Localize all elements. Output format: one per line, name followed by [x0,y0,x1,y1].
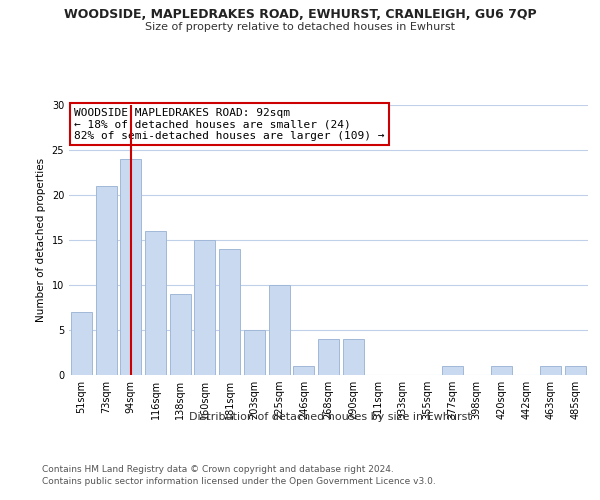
Text: Contains HM Land Registry data © Crown copyright and database right 2024.: Contains HM Land Registry data © Crown c… [42,465,394,474]
Bar [293,366,314,375]
Bar [170,294,191,375]
Text: WOODSIDE MAPLEDRAKES ROAD: 92sqm
← 18% of detached houses are smaller (24)
82% o: WOODSIDE MAPLEDRAKES ROAD: 92sqm ← 18% o… [74,108,385,141]
Bar [71,312,92,375]
Bar [442,366,463,375]
Bar [343,339,364,375]
Bar [120,159,141,375]
Bar [244,330,265,375]
Text: Distribution of detached houses by size in Ewhurst: Distribution of detached houses by size … [188,412,472,422]
Text: WOODSIDE, MAPLEDRAKES ROAD, EWHURST, CRANLEIGH, GU6 7QP: WOODSIDE, MAPLEDRAKES ROAD, EWHURST, CRA… [64,8,536,20]
Bar [491,366,512,375]
Bar [318,339,339,375]
Text: Size of property relative to detached houses in Ewhurst: Size of property relative to detached ho… [145,22,455,32]
Bar [541,366,562,375]
Bar [95,186,116,375]
Bar [194,240,215,375]
Bar [565,366,586,375]
Y-axis label: Number of detached properties: Number of detached properties [36,158,46,322]
Text: Contains public sector information licensed under the Open Government Licence v3: Contains public sector information licen… [42,478,436,486]
Bar [219,249,240,375]
Bar [269,285,290,375]
Bar [145,231,166,375]
